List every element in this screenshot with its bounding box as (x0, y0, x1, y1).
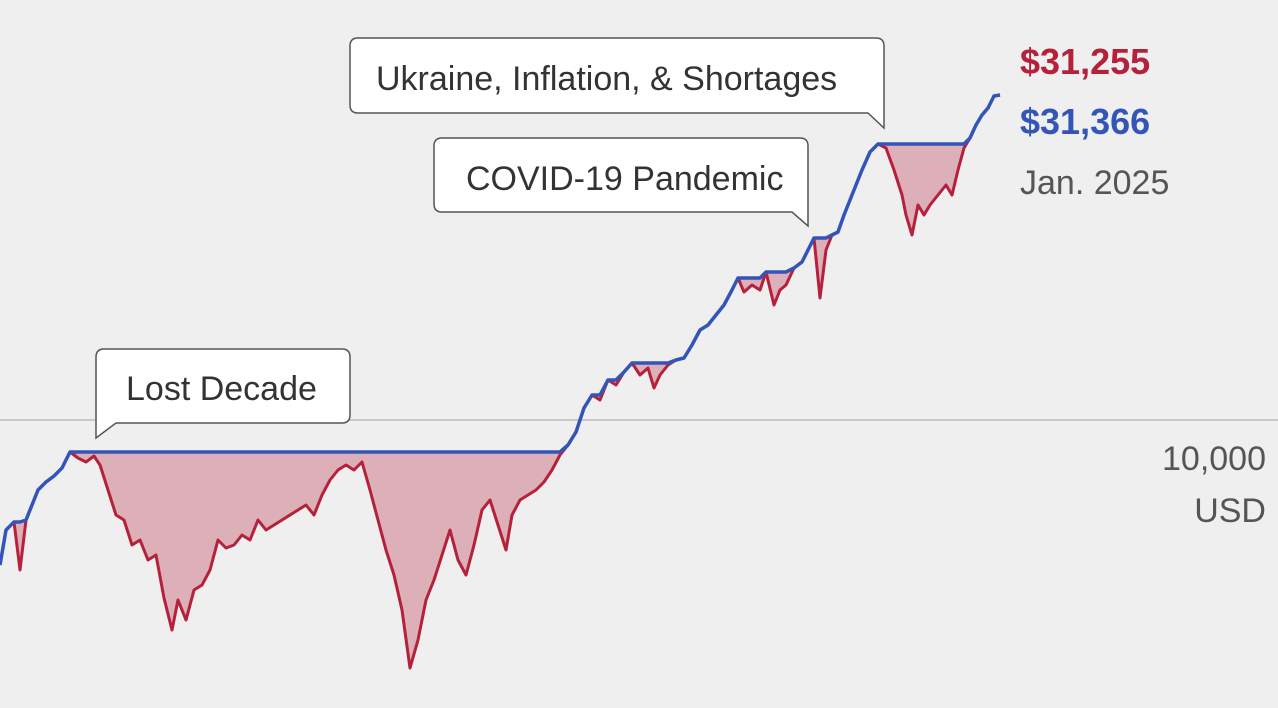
series-line-peak (0, 93, 1001, 566)
annotation-ukraine-box (349, 37, 885, 130)
end-value-blue: $31,366 (1020, 101, 1150, 142)
reference-unit-label: USD (1194, 492, 1266, 530)
annotation-covid-19: COVID-19 Pandemic (433, 137, 809, 228)
end-value-red: $31,255 (1020, 41, 1150, 82)
annotation-ukraine: Ukraine, Inflation, & Shortages (349, 37, 885, 130)
drawdown-area (0, 95, 1000, 668)
annotation-lost-decade-text: Lost Decade (126, 370, 317, 408)
reference-value-label: 10,000 (1162, 440, 1266, 478)
annotation-covid-19-text: COVID-19 Pandemic (466, 160, 783, 198)
annotation-ukraine-text: Ukraine, Inflation, & Shortages (376, 60, 837, 98)
annotation-lost-decade: Lost Decade (95, 348, 351, 440)
annotation-covid-19-box (433, 137, 809, 228)
annotation-lost-decade-box (95, 348, 351, 440)
end-date-label: Jan. 2025 (1020, 164, 1169, 202)
